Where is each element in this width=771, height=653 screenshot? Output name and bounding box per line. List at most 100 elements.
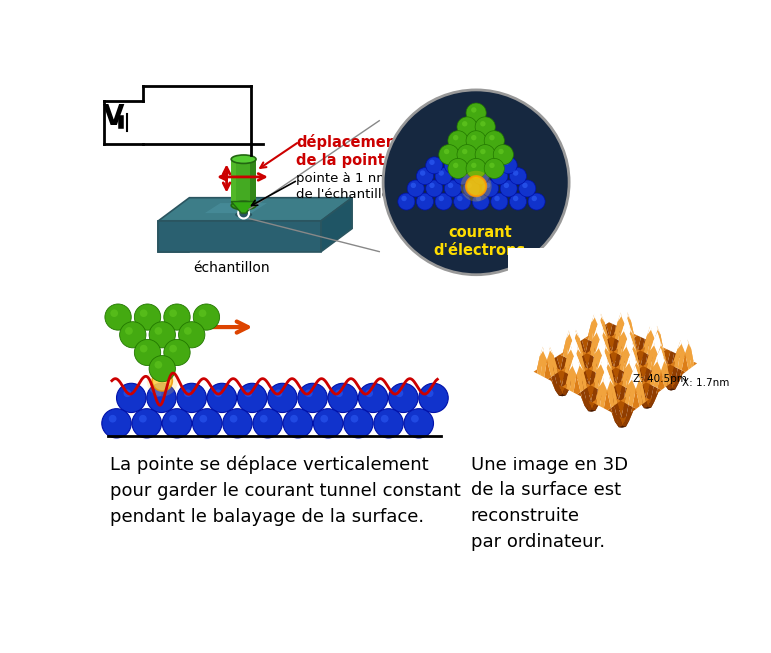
Circle shape bbox=[200, 415, 207, 422]
Circle shape bbox=[457, 170, 463, 176]
Circle shape bbox=[473, 193, 490, 210]
Circle shape bbox=[426, 389, 433, 397]
Circle shape bbox=[169, 310, 177, 317]
Circle shape bbox=[503, 183, 509, 188]
Circle shape bbox=[448, 159, 453, 165]
Circle shape bbox=[426, 180, 443, 197]
Circle shape bbox=[416, 168, 433, 185]
Circle shape bbox=[253, 409, 282, 438]
Circle shape bbox=[444, 180, 461, 197]
Circle shape bbox=[448, 183, 453, 188]
Circle shape bbox=[466, 103, 487, 123]
Ellipse shape bbox=[231, 201, 256, 210]
Circle shape bbox=[149, 356, 176, 382]
Circle shape bbox=[162, 409, 192, 438]
Circle shape bbox=[134, 304, 160, 330]
Circle shape bbox=[482, 157, 499, 174]
Circle shape bbox=[484, 159, 504, 178]
Circle shape bbox=[444, 149, 449, 154]
Circle shape bbox=[457, 117, 477, 137]
Circle shape bbox=[439, 144, 459, 165]
Circle shape bbox=[283, 409, 312, 438]
Circle shape bbox=[268, 383, 297, 413]
Circle shape bbox=[407, 180, 424, 197]
Circle shape bbox=[473, 168, 490, 185]
Circle shape bbox=[500, 157, 517, 174]
Circle shape bbox=[146, 383, 177, 413]
Circle shape bbox=[416, 193, 433, 210]
Circle shape bbox=[344, 409, 373, 438]
Circle shape bbox=[463, 180, 480, 197]
Circle shape bbox=[462, 121, 467, 127]
Bar bbox=[231, 159, 256, 206]
Circle shape bbox=[460, 171, 492, 202]
Circle shape bbox=[484, 131, 504, 151]
Circle shape bbox=[134, 340, 160, 366]
Circle shape bbox=[453, 168, 471, 185]
Circle shape bbox=[199, 310, 207, 317]
Circle shape bbox=[305, 389, 312, 397]
Circle shape bbox=[510, 193, 527, 210]
Circle shape bbox=[426, 157, 443, 174]
Circle shape bbox=[381, 415, 389, 422]
Circle shape bbox=[374, 409, 403, 438]
Circle shape bbox=[453, 193, 471, 210]
Circle shape bbox=[359, 383, 388, 413]
Circle shape bbox=[383, 90, 569, 275]
Circle shape bbox=[466, 183, 472, 188]
Polygon shape bbox=[158, 198, 352, 221]
Circle shape bbox=[453, 163, 459, 168]
Circle shape bbox=[193, 409, 222, 438]
Circle shape bbox=[466, 159, 487, 178]
Circle shape bbox=[480, 149, 486, 154]
Circle shape bbox=[510, 168, 527, 185]
Circle shape bbox=[365, 389, 373, 397]
Circle shape bbox=[513, 170, 518, 176]
Ellipse shape bbox=[235, 212, 252, 217]
Circle shape bbox=[444, 157, 461, 174]
Circle shape bbox=[146, 366, 178, 396]
Circle shape bbox=[139, 415, 146, 422]
Circle shape bbox=[466, 159, 472, 165]
Circle shape bbox=[404, 409, 433, 438]
Circle shape bbox=[102, 409, 131, 438]
Circle shape bbox=[237, 383, 267, 413]
Circle shape bbox=[389, 383, 418, 413]
Circle shape bbox=[491, 193, 508, 210]
Circle shape bbox=[290, 415, 298, 422]
Circle shape bbox=[110, 310, 118, 317]
Circle shape bbox=[298, 383, 328, 413]
Circle shape bbox=[528, 193, 545, 210]
Circle shape bbox=[140, 310, 147, 317]
Polygon shape bbox=[231, 202, 256, 213]
Circle shape bbox=[457, 144, 477, 165]
Circle shape bbox=[140, 345, 147, 353]
Circle shape bbox=[493, 144, 513, 165]
Circle shape bbox=[513, 196, 518, 201]
Circle shape bbox=[476, 170, 481, 176]
Circle shape bbox=[531, 196, 537, 201]
Circle shape bbox=[402, 196, 407, 201]
Circle shape bbox=[105, 304, 131, 330]
Circle shape bbox=[260, 415, 268, 422]
Circle shape bbox=[116, 383, 146, 413]
Circle shape bbox=[109, 415, 116, 422]
Circle shape bbox=[230, 415, 237, 422]
Circle shape bbox=[498, 149, 503, 154]
Circle shape bbox=[466, 131, 487, 151]
Text: échantillon: échantillon bbox=[194, 261, 271, 275]
Circle shape bbox=[471, 107, 476, 112]
Circle shape bbox=[485, 159, 490, 165]
Bar bbox=[250, 159, 256, 206]
Circle shape bbox=[429, 159, 435, 165]
Circle shape bbox=[429, 183, 435, 188]
Circle shape bbox=[503, 159, 509, 165]
Circle shape bbox=[223, 409, 252, 438]
Circle shape bbox=[169, 345, 177, 353]
Circle shape bbox=[463, 157, 480, 174]
Text: pointe à 1 nm
de l'échantillon: pointe à 1 nm de l'échantillon bbox=[296, 172, 399, 201]
Circle shape bbox=[153, 389, 161, 397]
Circle shape bbox=[466, 176, 487, 196]
Circle shape bbox=[154, 327, 162, 335]
Circle shape bbox=[475, 117, 495, 137]
